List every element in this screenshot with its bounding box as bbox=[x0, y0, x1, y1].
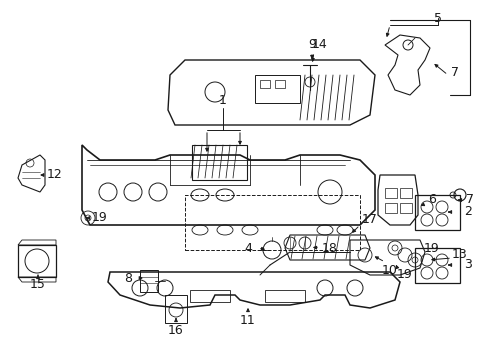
Bar bbox=[18, 245, 56, 277]
Text: 17: 17 bbox=[361, 213, 377, 226]
Bar bbox=[254, 75, 299, 103]
Text: 7: 7 bbox=[450, 66, 458, 78]
Text: 14: 14 bbox=[311, 39, 327, 51]
Text: 16: 16 bbox=[168, 324, 183, 337]
Text: 1: 1 bbox=[219, 94, 226, 107]
Bar bbox=[274, 80, 285, 88]
Bar bbox=[264, 290, 305, 302]
Text: 19: 19 bbox=[92, 211, 108, 225]
Text: 12: 12 bbox=[47, 168, 63, 181]
Text: 13: 13 bbox=[451, 248, 467, 261]
Bar bbox=[164, 295, 186, 323]
Text: 18: 18 bbox=[322, 242, 337, 255]
Text: 3: 3 bbox=[463, 258, 471, 271]
Bar bbox=[414, 195, 459, 230]
Text: 19: 19 bbox=[423, 242, 439, 255]
Text: 11: 11 bbox=[240, 314, 255, 327]
Text: 19: 19 bbox=[396, 269, 412, 282]
Text: 15: 15 bbox=[30, 279, 46, 292]
Text: 8: 8 bbox=[124, 271, 132, 284]
Text: 4: 4 bbox=[244, 242, 251, 255]
Bar bbox=[384, 203, 396, 213]
Text: 9: 9 bbox=[307, 39, 315, 51]
Bar bbox=[184, 195, 359, 250]
Bar bbox=[260, 80, 269, 88]
Text: 7: 7 bbox=[465, 193, 473, 207]
Bar bbox=[399, 188, 411, 198]
Text: 2: 2 bbox=[463, 206, 471, 219]
Text: 6: 6 bbox=[427, 193, 435, 207]
Bar bbox=[414, 248, 459, 283]
Text: 5: 5 bbox=[433, 12, 441, 24]
Bar bbox=[190, 290, 229, 302]
Bar bbox=[384, 188, 396, 198]
Bar bbox=[140, 270, 158, 292]
Bar bbox=[192, 145, 246, 180]
Bar bbox=[399, 203, 411, 213]
Text: 10: 10 bbox=[381, 264, 397, 276]
